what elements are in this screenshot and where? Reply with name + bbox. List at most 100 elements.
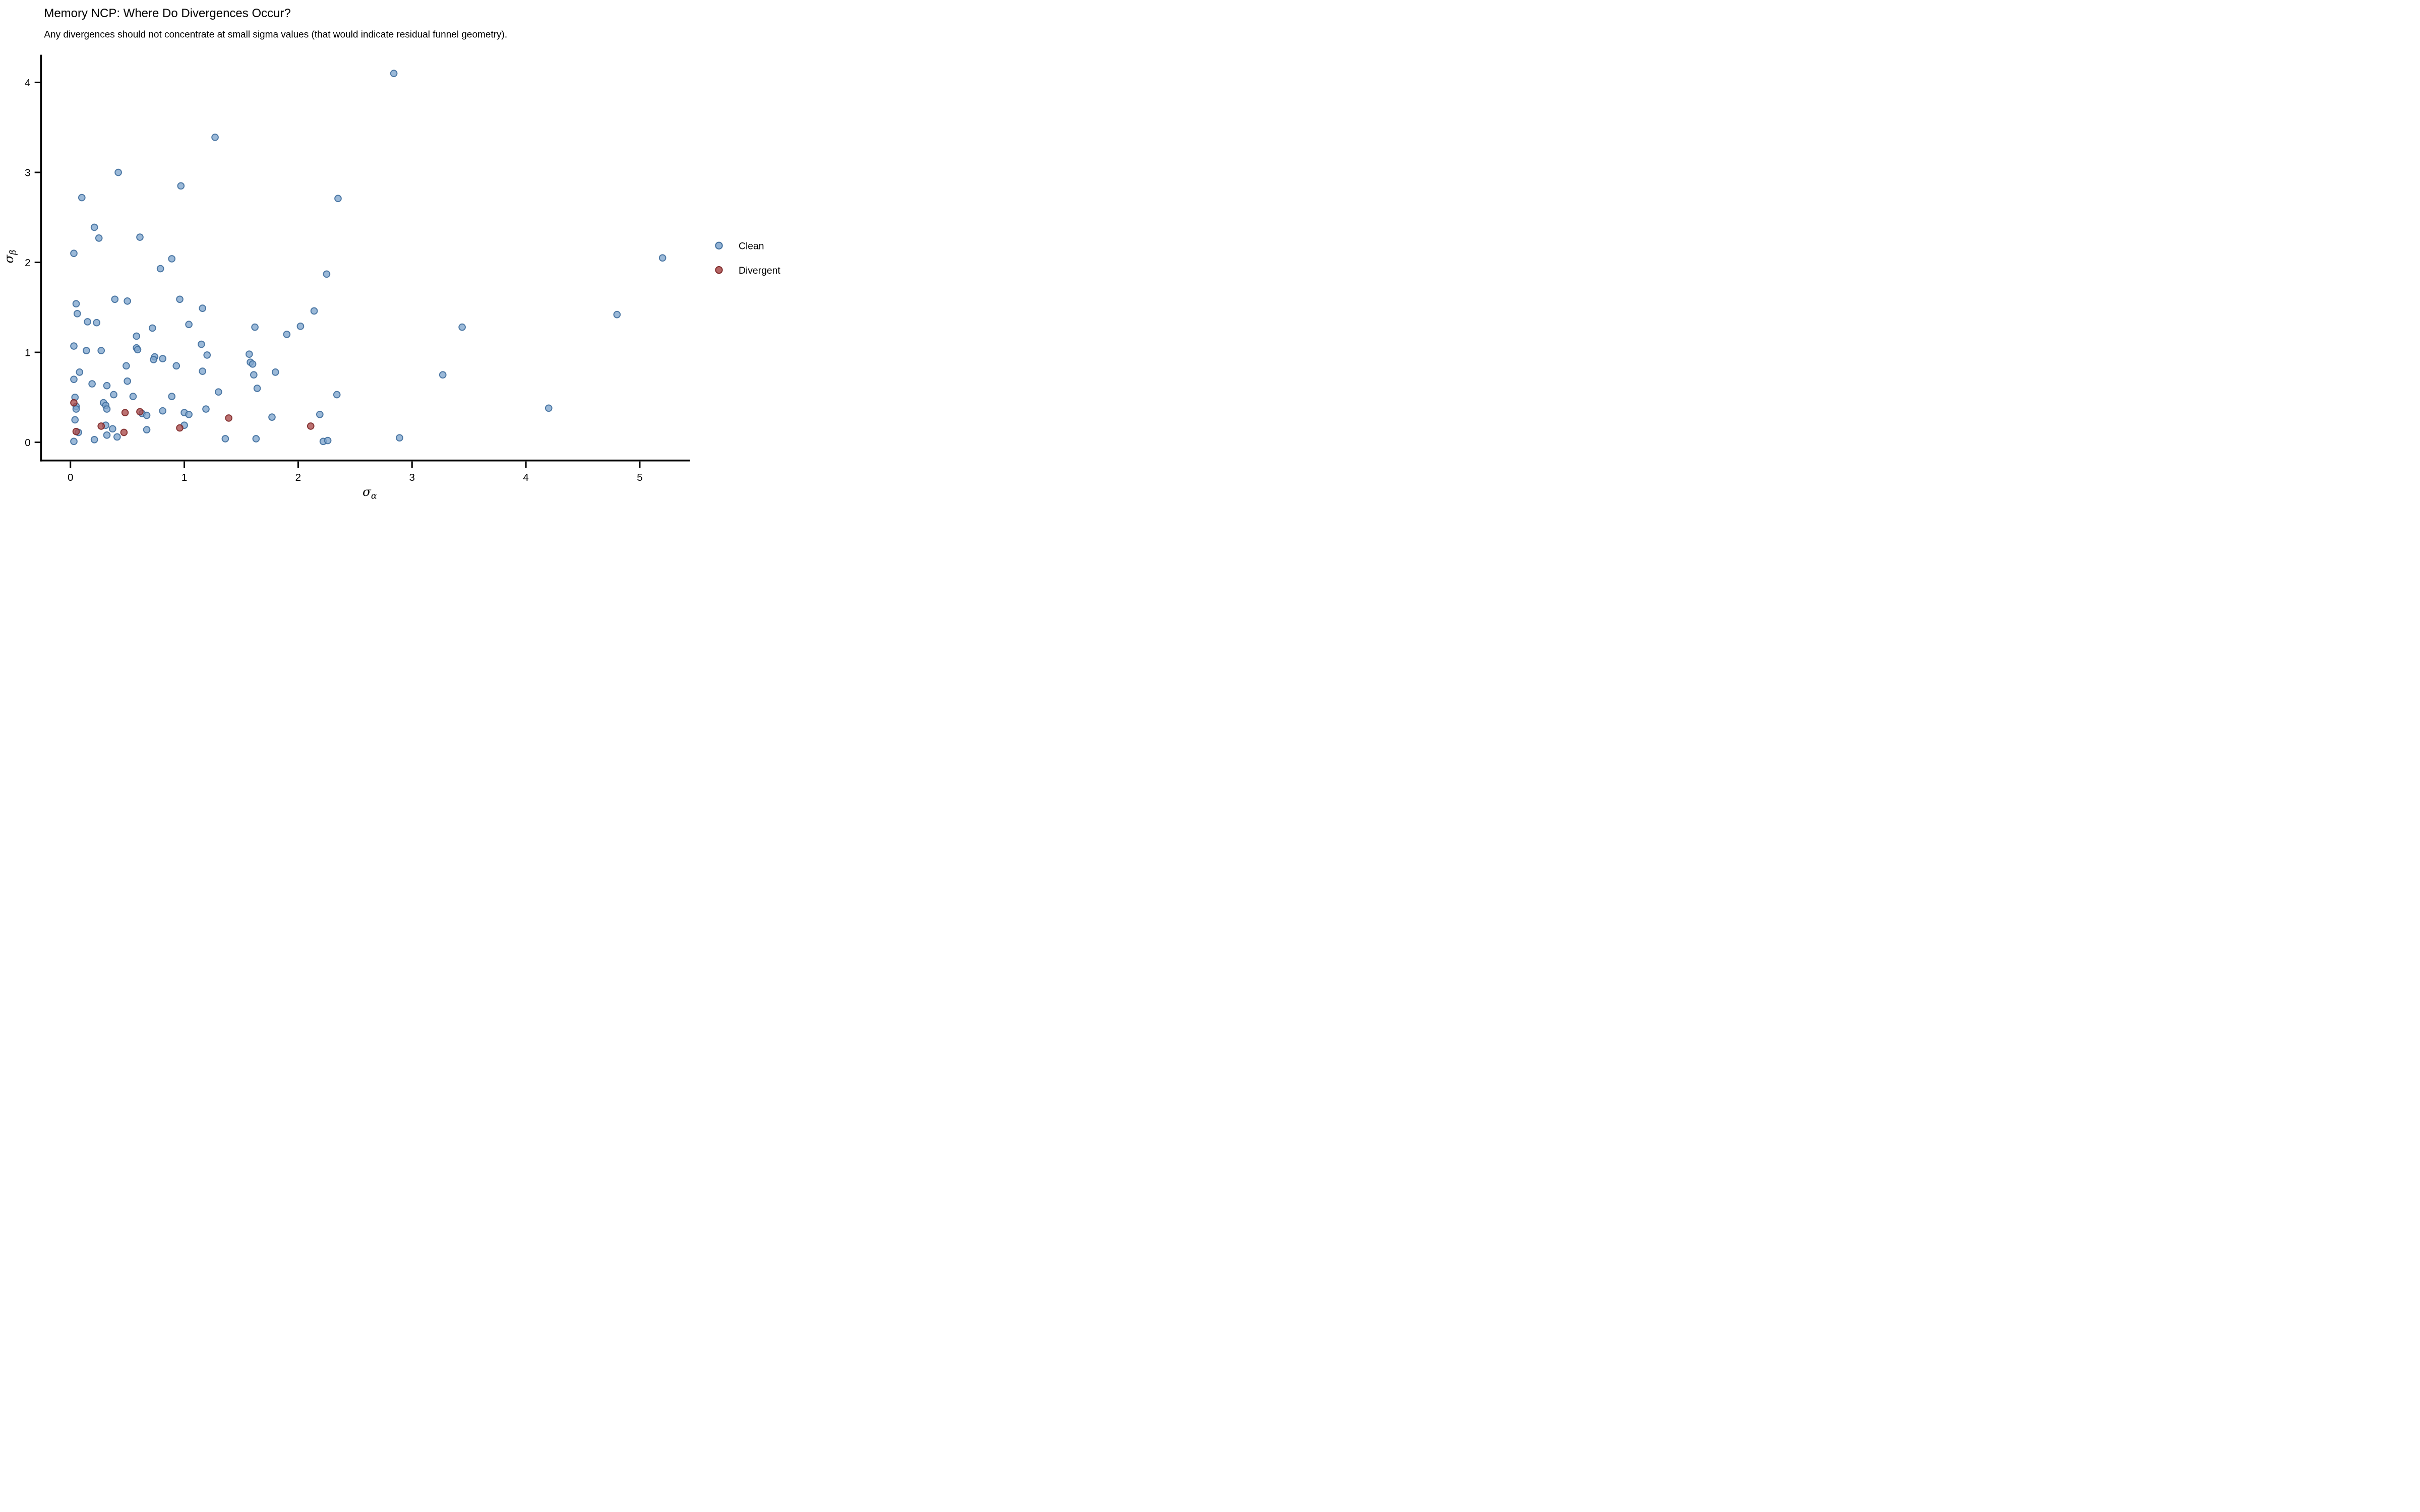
data-point-divergent xyxy=(121,409,129,417)
data-point-clean xyxy=(148,324,156,332)
data-point-clean xyxy=(111,295,119,303)
data-point-clean xyxy=(70,375,78,383)
data-point-clean xyxy=(198,340,205,348)
data-point-clean xyxy=(72,300,80,308)
data-point-clean xyxy=(458,323,466,331)
data-point-clean xyxy=(324,436,332,445)
data-point-clean xyxy=(203,351,211,359)
data-point-clean xyxy=(396,434,403,442)
data-point-clean xyxy=(283,331,291,338)
data-point-divergent xyxy=(97,422,105,430)
data-point-clean xyxy=(143,411,151,419)
data-point-clean xyxy=(84,318,91,326)
data-point-clean xyxy=(103,382,111,390)
data-point-clean xyxy=(129,393,137,400)
data-point-clean xyxy=(143,426,151,433)
data-point-clean xyxy=(71,416,79,424)
data-point-clean xyxy=(316,410,324,418)
data-point-clean xyxy=(268,413,276,421)
data-point-clean xyxy=(103,405,111,413)
data-point-clean xyxy=(271,368,279,376)
data-point-clean xyxy=(108,425,116,433)
data-point-clean xyxy=(159,407,166,415)
data-point-clean xyxy=(78,194,86,202)
y-tick-label: 3 xyxy=(25,167,31,178)
data-point-clean xyxy=(168,255,176,263)
x-tick-label: 0 xyxy=(68,472,74,483)
data-point-clean xyxy=(199,304,207,312)
data-point-clean xyxy=(202,405,210,413)
y-axis-label: σβ xyxy=(2,250,18,264)
data-point-clean xyxy=(90,223,98,231)
chart-subtitle: Any divergences should not concentrate a… xyxy=(44,29,507,40)
data-point-clean xyxy=(658,254,667,262)
data-point-clean xyxy=(134,346,142,354)
data-point-divergent xyxy=(225,414,232,422)
points-layer xyxy=(70,70,667,446)
data-point-clean xyxy=(159,355,166,362)
data-point-clean xyxy=(70,249,78,258)
legend-item-divergent: Divergent xyxy=(715,266,780,276)
axes-frame xyxy=(40,54,690,462)
data-point-clean xyxy=(333,391,341,399)
divergent-marker-icon xyxy=(715,266,723,274)
y-tick-label: 0 xyxy=(25,437,31,449)
data-point-clean xyxy=(177,182,185,190)
data-point-clean xyxy=(124,377,131,385)
legend-item-clean: Clean xyxy=(715,241,764,252)
y-axis: 0 1 2 3 4 xyxy=(25,77,41,449)
data-point-clean xyxy=(136,233,144,241)
x-tick-label: 1 xyxy=(182,472,188,483)
data-point-clean xyxy=(185,321,193,329)
data-point-clean xyxy=(93,319,100,327)
figure-canvas: Memory NCP: Where Do Divergences Occur? … xyxy=(0,0,807,504)
data-point-clean xyxy=(83,347,90,354)
data-point-clean xyxy=(253,385,261,392)
y-tick-label: 4 xyxy=(25,77,31,89)
y-tick-label: 2 xyxy=(25,257,31,269)
data-point-divergent xyxy=(72,427,80,435)
data-point-clean xyxy=(172,362,180,370)
data-point-clean xyxy=(95,234,103,242)
x-tick-label: 5 xyxy=(637,472,643,483)
data-point-clean xyxy=(88,380,96,388)
data-point-divergent xyxy=(307,422,315,430)
data-point-clean xyxy=(72,405,80,413)
data-point-clean xyxy=(245,350,253,358)
x-axis-label: σα xyxy=(362,484,377,501)
clean-marker-icon xyxy=(715,241,723,249)
data-point-clean xyxy=(211,134,219,141)
data-point-divergent xyxy=(120,428,128,436)
data-point-clean xyxy=(168,393,176,400)
data-point-divergent xyxy=(70,399,78,407)
data-point-clean xyxy=(251,323,259,331)
data-point-clean xyxy=(103,431,111,439)
legend-label-clean: Clean xyxy=(739,241,764,252)
data-point-clean xyxy=(250,371,258,379)
data-point-clean xyxy=(70,342,78,350)
data-point-clean xyxy=(133,332,141,340)
data-point-clean xyxy=(613,310,621,319)
data-point-clean xyxy=(76,368,84,376)
data-point-clean xyxy=(390,70,398,78)
data-point-clean xyxy=(185,410,193,418)
y-tick-label: 1 xyxy=(25,347,31,358)
x-tick-label: 3 xyxy=(409,472,415,483)
data-point-clean xyxy=(221,435,229,443)
data-point-clean xyxy=(110,391,117,399)
data-point-clean xyxy=(123,362,130,370)
legend-label-divergent: Divergent xyxy=(739,266,780,276)
x-tick-label: 4 xyxy=(523,472,529,483)
data-point-clean xyxy=(150,356,157,363)
data-point-clean xyxy=(114,168,122,176)
data-point-clean xyxy=(214,388,222,396)
data-point-clean xyxy=(70,437,78,446)
data-point-clean xyxy=(124,297,131,305)
data-point-clean xyxy=(334,195,342,203)
data-point-clean xyxy=(176,295,184,303)
x-tick-label: 2 xyxy=(295,472,301,483)
scatter-plot: Memory NCP: Where Do Divergences Occur? … xyxy=(2,7,780,501)
x-axis: 0 1 2 3 4 5 xyxy=(68,461,643,483)
data-point-clean xyxy=(113,433,121,441)
data-point-clean xyxy=(439,371,447,379)
